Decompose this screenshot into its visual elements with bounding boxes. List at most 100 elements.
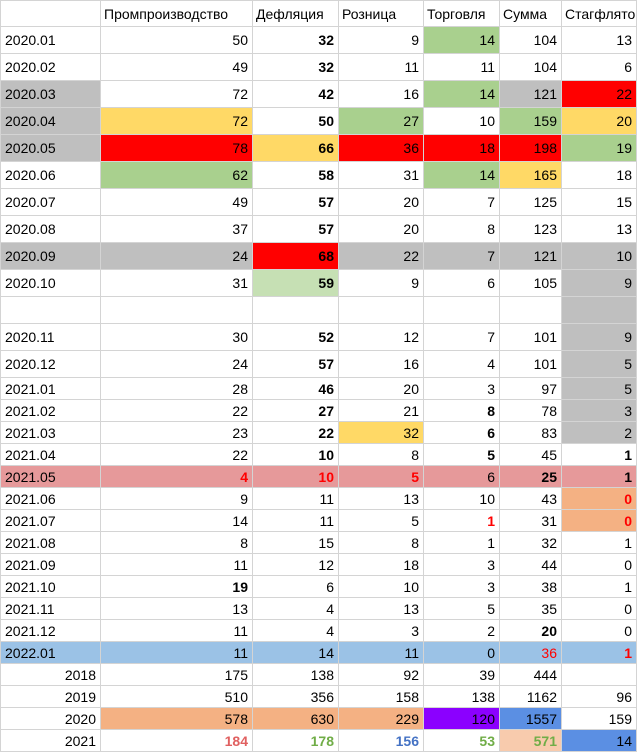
table-cell bbox=[252, 296, 339, 324]
table-cell: 2 bbox=[423, 619, 500, 642]
table-cell: 58 bbox=[252, 161, 339, 189]
row-label: 2019 bbox=[0, 685, 101, 708]
table-cell: 50 bbox=[100, 26, 253, 54]
table-cell: 123 bbox=[499, 215, 562, 243]
table-cell: 11 bbox=[100, 553, 253, 576]
table-cell: 15 bbox=[252, 531, 339, 554]
header-corner bbox=[0, 0, 101, 27]
table-cell: 8 bbox=[338, 531, 424, 554]
table-cell: 20 bbox=[338, 215, 424, 243]
header-row: Промпроизводство Дефляция Розница Торговля С… bbox=[0, 0, 637, 27]
table-cell: 52 bbox=[252, 323, 339, 351]
table-cell: 356 bbox=[252, 685, 339, 708]
table-row: 2020.08 37 57 20 8 123 13 bbox=[0, 215, 637, 243]
table-row: 2021.02 22 27 21 8 78 3 bbox=[0, 399, 637, 422]
table-cell: 1 bbox=[561, 641, 637, 664]
table-cell: 8 bbox=[338, 443, 424, 466]
table-cell: 31 bbox=[338, 161, 424, 189]
column-header: Торговля bbox=[423, 0, 500, 27]
table-cell: 36 bbox=[338, 134, 424, 162]
table-cell: 5 bbox=[423, 443, 500, 466]
table-cell: 578 bbox=[100, 707, 253, 730]
table-cell: 2 bbox=[561, 421, 637, 444]
table-cell: 83 bbox=[499, 421, 562, 444]
table-cell: 72 bbox=[100, 80, 253, 108]
table-cell: 10 bbox=[252, 465, 339, 488]
table-cell: 4 bbox=[423, 350, 500, 378]
table-cell: 68 bbox=[252, 242, 339, 270]
table-cell: 57 bbox=[252, 350, 339, 378]
table-cell: 13 bbox=[561, 26, 637, 54]
table-cell: 27 bbox=[252, 399, 339, 422]
table-cell: 0 bbox=[561, 597, 637, 620]
row-label: 2020.06 bbox=[0, 161, 101, 189]
row-label: 2020.04 bbox=[0, 107, 101, 135]
table-cell: 39 bbox=[423, 663, 500, 686]
table-cell: 24 bbox=[100, 242, 253, 270]
table-row: 2020.07 49 57 20 7 125 15 bbox=[0, 188, 637, 216]
row-label: 2021.02 bbox=[0, 399, 101, 422]
table-row: 2021.06 9 11 13 10 43 0 bbox=[0, 487, 637, 510]
table-cell bbox=[499, 296, 562, 324]
row-label: 2021 bbox=[0, 729, 101, 752]
table-cell: 510 bbox=[100, 685, 253, 708]
table-row bbox=[0, 296, 637, 324]
table-row: 2021.08 8 15 8 1 32 1 bbox=[0, 531, 637, 554]
table-cell: 101 bbox=[499, 323, 562, 351]
table-cell: 27 bbox=[338, 107, 424, 135]
row-label: 2020.10 bbox=[0, 269, 101, 297]
table-cell: 46 bbox=[252, 377, 339, 400]
table-cell: 8 bbox=[423, 399, 500, 422]
table-cell: 31 bbox=[100, 269, 253, 297]
table-cell: 571 bbox=[499, 729, 562, 752]
year-total-row: 2021 184 178 156 53 571 14 bbox=[0, 729, 637, 752]
table-cell: 32 bbox=[499, 531, 562, 554]
column-header: Дефляция bbox=[252, 0, 339, 27]
table-cell: 630 bbox=[252, 707, 339, 730]
table-cell: 22 bbox=[338, 242, 424, 270]
table-cell: 30 bbox=[100, 323, 253, 351]
table-cell: 59 bbox=[252, 269, 339, 297]
table-cell: 6 bbox=[561, 53, 637, 81]
table-row: 2021.11 13 4 13 5 35 0 bbox=[0, 597, 637, 620]
table-cell: 96 bbox=[561, 685, 637, 708]
table-cell: 138 bbox=[252, 663, 339, 686]
table-cell: 11 bbox=[338, 53, 424, 81]
table-cell: 32 bbox=[252, 53, 339, 81]
table-cell: 18 bbox=[338, 553, 424, 576]
year-total-row: 2019 510 356 158 138 1162 96 bbox=[0, 685, 637, 708]
table-cell: 0 bbox=[561, 487, 637, 510]
table-cell: 1 bbox=[561, 575, 637, 598]
column-header: Сумма bbox=[499, 0, 562, 27]
table-cell: 229 bbox=[338, 707, 424, 730]
row-label: 2020.07 bbox=[0, 188, 101, 216]
table-cell: 7 bbox=[423, 323, 500, 351]
table-cell: 13 bbox=[338, 597, 424, 620]
row-label: 2020.01 bbox=[0, 26, 101, 54]
table-cell: 57 bbox=[252, 188, 339, 216]
table-cell: 38 bbox=[499, 575, 562, 598]
table-cell: 78 bbox=[499, 399, 562, 422]
table-cell: 5 bbox=[561, 350, 637, 378]
row-label: 2020.05 bbox=[0, 134, 101, 162]
row-label: 2020.12 bbox=[0, 350, 101, 378]
table-cell: 14 bbox=[252, 641, 339, 664]
table-cell: 7 bbox=[423, 188, 500, 216]
year-total-row: 2018 175 138 92 39 444 bbox=[0, 663, 637, 686]
table-row: 2020.04 72 50 27 10 159 20 bbox=[0, 107, 637, 135]
table-cell: 3 bbox=[423, 553, 500, 576]
table-row: 2021.09 11 12 18 3 44 0 bbox=[0, 553, 637, 576]
table-cell: 22 bbox=[561, 80, 637, 108]
table-cell bbox=[561, 663, 637, 686]
table-cell: 1 bbox=[561, 465, 637, 488]
table-cell: 3 bbox=[561, 399, 637, 422]
table-row: 2020.11 30 52 12 7 101 9 bbox=[0, 323, 637, 351]
table-cell: 4 bbox=[252, 619, 339, 642]
table-cell: 32 bbox=[338, 421, 424, 444]
table-cell: 159 bbox=[499, 107, 562, 135]
table-cell: 36 bbox=[499, 641, 562, 664]
table-cell: 0 bbox=[423, 641, 500, 664]
table-cell: 78 bbox=[100, 134, 253, 162]
table-cell: 0 bbox=[561, 509, 637, 532]
table-cell: 22 bbox=[100, 443, 253, 466]
